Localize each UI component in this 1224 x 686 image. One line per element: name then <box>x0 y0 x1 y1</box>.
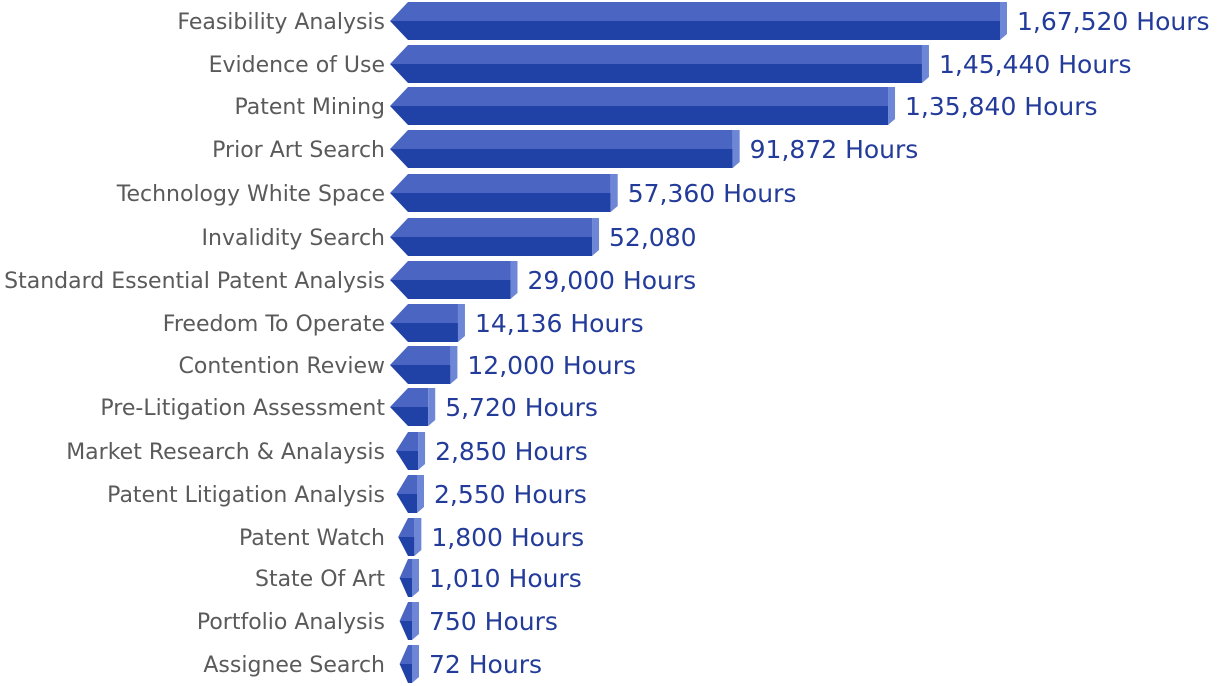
category-labels-group: Feasibility Analysis Evidence of Use Paten… <box>4 10 385 678</box>
bar-upper-face <box>398 518 415 537</box>
value-label: 52,080 <box>609 223 696 252</box>
bar <box>399 578 412 597</box>
bar <box>390 237 593 256</box>
bar-upper-face <box>390 304 458 323</box>
category-label: Patent Litigation Analysis <box>107 483 385 508</box>
bar <box>390 106 889 125</box>
bar-end-cap <box>610 174 618 212</box>
bar-end-cap <box>412 559 419 597</box>
bar-end-cap <box>1000 2 1007 40</box>
bar-end-cap <box>414 518 422 556</box>
category-label: Pre-Litigation Assessment <box>100 396 385 421</box>
bar-end-cap <box>417 475 425 513</box>
bar <box>390 149 733 168</box>
bar <box>390 21 1000 40</box>
value-label: 1,45,440 Hours <box>939 50 1132 79</box>
category-label: Prior Art Search <box>212 138 385 163</box>
bar-upper-face <box>390 87 889 106</box>
category-label: Invalidity Search <box>202 226 385 251</box>
bar-upper-face <box>390 346 451 365</box>
bar-upper-face <box>395 432 419 451</box>
category-label: Market Research & Analaysis <box>66 440 385 465</box>
value-label: 2,850 Hours <box>435 437 588 466</box>
bar <box>398 537 415 556</box>
value-labels-group: 1,67,520 Hours 1,45,440 Hours 1,35,840 Hou… <box>429 7 1210 679</box>
bar-end-cap <box>888 87 896 125</box>
category-label: Standard Essential Patent Analysis <box>4 269 385 294</box>
bar-end-cap <box>412 645 419 683</box>
bar-end-cap <box>418 432 426 470</box>
bars-group <box>390 2 1007 683</box>
bar-upper-face <box>390 218 593 237</box>
bar-upper-face <box>399 645 412 664</box>
category-label: Feasibility Analysis <box>177 10 385 35</box>
bar <box>395 451 419 470</box>
bar-end-cap <box>450 346 458 384</box>
bar <box>399 621 412 640</box>
value-label: 2,550 Hours <box>434 480 587 509</box>
category-label: Technology White Space <box>116 182 385 207</box>
bar-end-cap <box>732 130 740 168</box>
bar-upper-face <box>390 2 1000 21</box>
bar <box>390 280 511 299</box>
value-label: 14,136 Hours <box>475 309 644 338</box>
bar-end-cap <box>592 218 600 256</box>
bar <box>399 664 412 683</box>
category-label: Patent Watch <box>239 526 385 551</box>
value-label: 5,720 Hours <box>445 393 598 422</box>
bar-upper-face <box>390 45 922 64</box>
bar <box>390 365 451 384</box>
value-label: 91,872 Hours <box>750 135 919 164</box>
category-label: Patent Mining <box>234 95 385 120</box>
bar-upper-face <box>390 130 733 149</box>
value-label: 750 Hours <box>429 607 558 636</box>
bar-upper-face <box>390 388 429 407</box>
bar <box>390 323 458 342</box>
value-label: 12,000 Hours <box>467 351 636 380</box>
category-label: Contention Review <box>179 354 386 379</box>
value-label: 1,67,520 Hours <box>1017 7 1210 36</box>
bar-upper-face <box>399 602 412 621</box>
bar-end-cap <box>428 388 436 426</box>
category-label: Portfolio Analysis <box>197 610 385 635</box>
category-label: Evidence of Use <box>209 53 385 78</box>
value-label: 1,010 Hours <box>429 564 582 593</box>
value-label: 57,360 Hours <box>628 179 797 208</box>
bar-upper-face <box>396 475 418 494</box>
bar <box>390 64 922 83</box>
bar <box>396 494 418 513</box>
bar-end-cap <box>412 602 419 640</box>
category-label: Freedom To Operate <box>163 312 385 337</box>
category-label: State Of Art <box>255 567 385 592</box>
value-label: 72 Hours <box>429 650 542 679</box>
value-label: 1,35,840 Hours <box>905 92 1098 121</box>
bar-upper-face <box>390 174 611 193</box>
bar-upper-face <box>399 559 412 578</box>
bar-end-cap <box>457 304 465 342</box>
value-label: 29,000 Hours <box>527 266 696 295</box>
bar <box>390 407 429 426</box>
bar-upper-face <box>390 261 511 280</box>
value-label: 1,800 Hours <box>431 523 584 552</box>
bar-end-cap <box>510 261 518 299</box>
bar-end-cap <box>921 45 929 83</box>
bar <box>390 193 611 212</box>
category-label: Assignee Search <box>203 653 385 678</box>
